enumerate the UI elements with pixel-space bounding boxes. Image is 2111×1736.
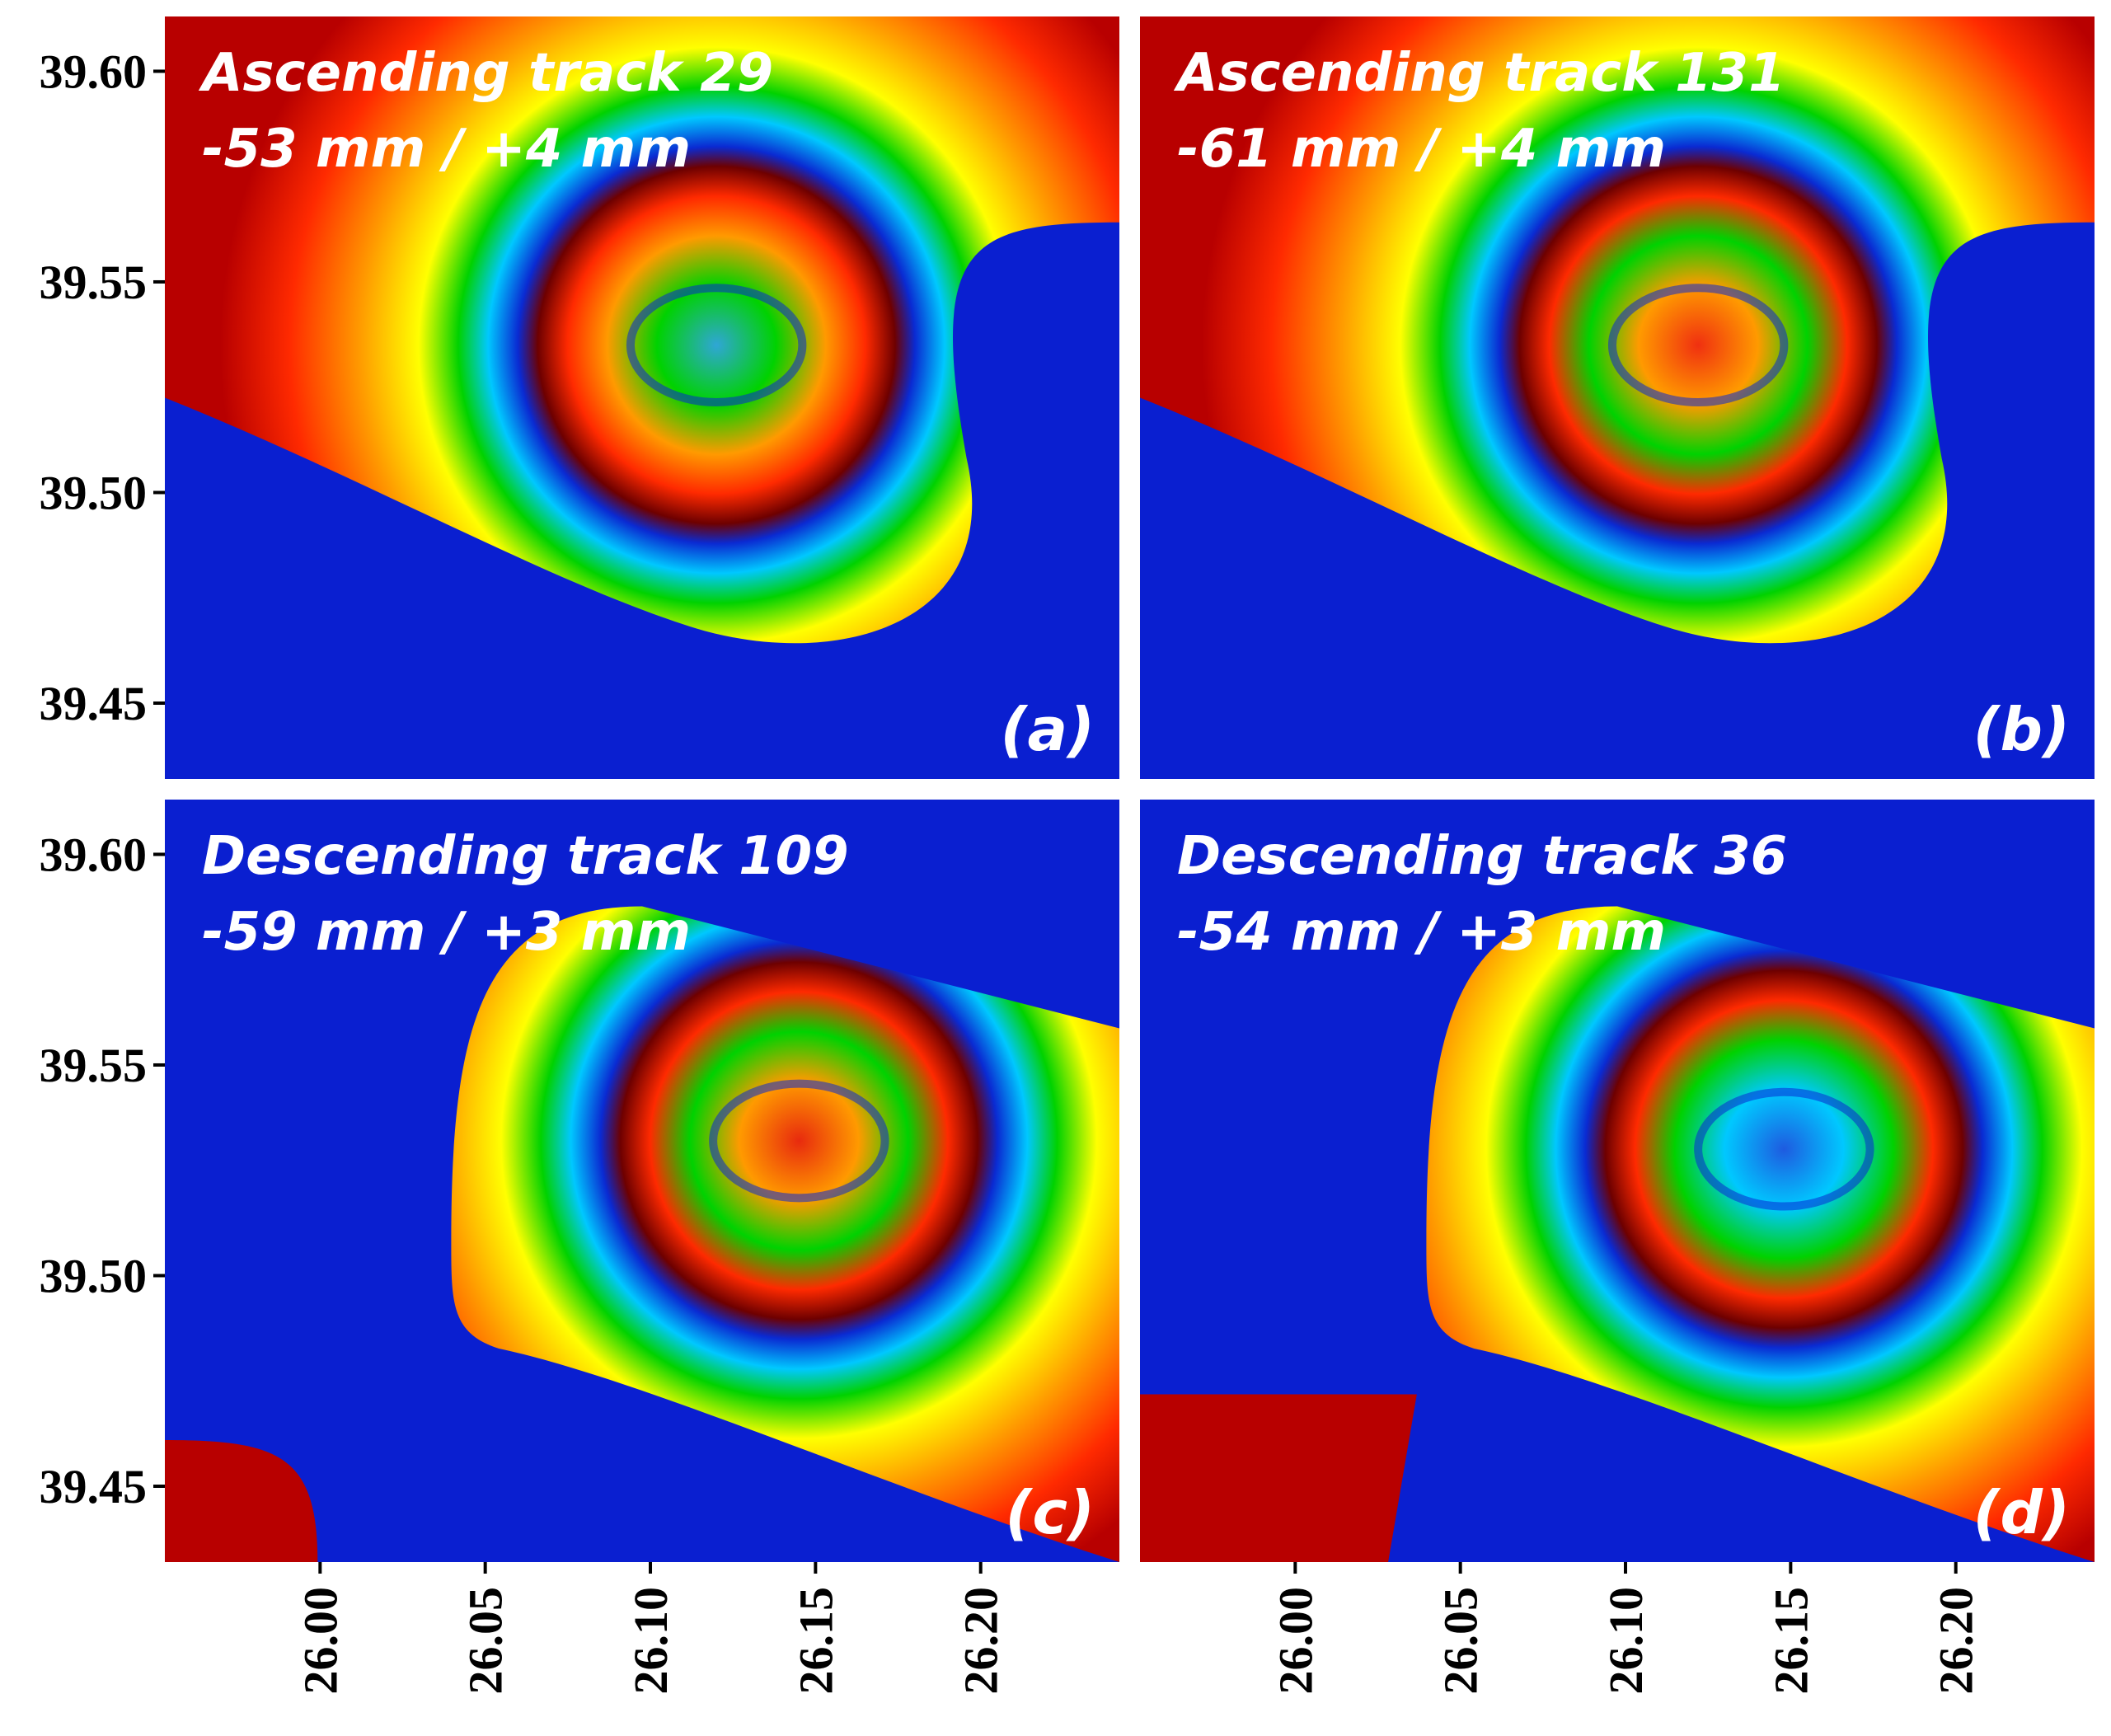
y-tick-label: 39.55 [40, 1039, 148, 1092]
panel-a: Ascending track 29 -53 mm / +4 mm (a) [165, 16, 1119, 779]
panel-b: Ascending track 131 -61 mm / +4 mm (b) [1140, 16, 2095, 779]
panel-title: Descending track 109 [202, 826, 849, 887]
corner-red-region [165, 1440, 318, 1562]
fringe-ring-inner [1607, 284, 1789, 406]
x-tick-label: 26.20 [1930, 1587, 1983, 1695]
deformation-lobe [1426, 906, 2095, 1562]
y-tick-label: 39.50 [40, 1249, 148, 1302]
deformation-lobe [451, 906, 1119, 1562]
y-tick-label: 39.45 [40, 1460, 148, 1513]
panel-c: Descending track 109 -59 mm / +3 mm (c) [165, 800, 1119, 1562]
axes-layer: 39.60 39.55 39.50 39.45 39.60 39.55 39.50 39.45… [40, 45, 1983, 1694]
y-tick-label: 39.50 [40, 466, 148, 519]
fringe-ring-inner [709, 1079, 889, 1203]
x-tick-label: 26.10 [1599, 1587, 1653, 1695]
panels-layer: Ascending track 29-53 mm / +4 mm(a)Ascen… [165, 16, 2095, 1562]
corner-red-region [1140, 1394, 1417, 1562]
panel-range: -54 mm / +3 mm [1177, 902, 1666, 963]
panel-range: -53 mm / +4 mm [202, 119, 691, 180]
x-tick-label: 26.15 [789, 1587, 842, 1695]
panel-range: -59 mm / +3 mm [202, 902, 691, 963]
x-tick-label: 26.05 [459, 1587, 513, 1695]
x-tick-label: 26.15 [1764, 1587, 1818, 1695]
y-tick-label: 39.60 [40, 45, 148, 98]
panel-label: (d) [1973, 1478, 2070, 1547]
y-tick-label: 39.60 [40, 828, 148, 881]
panel-title: Ascending track 29 [198, 43, 773, 104]
fringe-ring-inner [1694, 1087, 1874, 1211]
fringe-ring-inner [626, 284, 807, 406]
panel-label: (b) [1973, 695, 2070, 764]
x-tick-label: 26.00 [1269, 1587, 1322, 1695]
panel-title: Ascending track 131 [1173, 43, 1785, 104]
x-tick-label: 26.00 [293, 1587, 347, 1695]
y-tick-label: 39.55 [40, 256, 148, 309]
panel-range: -61 mm / +4 mm [1177, 119, 1666, 180]
panel-d: Descending track 36 -54 mm / +3 mm (d) [1140, 800, 2095, 1562]
x-tick-label: 26.10 [624, 1587, 678, 1695]
panel-label: (a) [1001, 695, 1095, 764]
deformation-lobe [165, 16, 1119, 644]
x-tick-label: 26.20 [955, 1587, 1008, 1695]
panel-label: (c) [1006, 1478, 1095, 1547]
x-tick-label: 26.05 [1434, 1587, 1488, 1695]
y-tick-label: 39.45 [40, 677, 148, 730]
panel-title: Descending track 36 [1177, 826, 1787, 887]
